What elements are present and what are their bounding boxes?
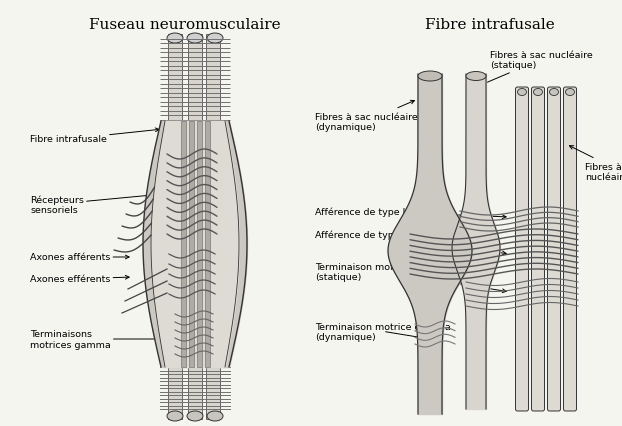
Ellipse shape [518, 89, 526, 96]
Bar [197, 122, 202, 367]
Text: Afférence de type Ia: Afférence de type Ia [315, 230, 506, 255]
Bar [180, 122, 185, 367]
Text: Fibres à sac nucléaire
(dynamique): Fibres à sac nucléaire (dynamique) [315, 101, 418, 132]
FancyBboxPatch shape [564, 88, 577, 411]
Bar [188, 122, 193, 367]
Ellipse shape [207, 34, 223, 44]
Ellipse shape [549, 89, 559, 96]
Bar [168, 359, 182, 419]
Text: Fibre intrafusale: Fibre intrafusale [425, 18, 555, 32]
FancyBboxPatch shape [532, 88, 544, 411]
Text: Récepteurs
sensoriels: Récepteurs sensoriels [30, 193, 159, 214]
Text: Axones afférents: Axones afférents [30, 253, 129, 262]
Bar [188, 359, 202, 419]
Ellipse shape [418, 72, 442, 82]
Text: Fibres à chaîne
nucléaire: Fibres à chaîne nucléaire [570, 147, 622, 181]
Text: Afférence de type II: Afférence de type II [315, 207, 506, 219]
FancyBboxPatch shape [516, 88, 529, 411]
Bar [188, 35, 202, 130]
Bar [206, 35, 220, 130]
Ellipse shape [167, 34, 183, 44]
Bar [205, 122, 210, 367]
Text: Terminaison motrice gamma
(statique): Terminaison motrice gamma (statique) [315, 262, 506, 293]
Ellipse shape [187, 411, 203, 421]
Text: Fibres à sac nucléaire
(statique): Fibres à sac nucléaire (statique) [480, 51, 593, 86]
Text: Terminaisons
motrices gamma: Terminaisons motrices gamma [30, 330, 159, 349]
Text: Fibre intrafusale: Fibre intrafusale [30, 129, 159, 144]
Ellipse shape [167, 411, 183, 421]
Ellipse shape [187, 34, 203, 44]
Bar [206, 359, 220, 419]
Text: Fuseau neuromusculaire: Fuseau neuromusculaire [89, 18, 281, 32]
Ellipse shape [466, 72, 486, 81]
Ellipse shape [565, 89, 575, 96]
Bar [168, 35, 182, 130]
Text: Terminaison motrice gamma
(dynamique): Terminaison motrice gamma (dynamique) [315, 322, 451, 341]
Ellipse shape [534, 89, 542, 96]
Text: Axones efférents: Axones efférents [30, 275, 129, 284]
FancyBboxPatch shape [547, 88, 560, 411]
Ellipse shape [207, 411, 223, 421]
